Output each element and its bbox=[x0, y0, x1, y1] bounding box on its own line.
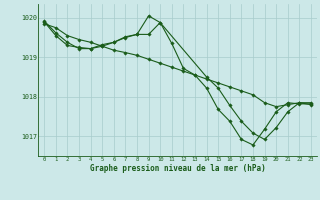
X-axis label: Graphe pression niveau de la mer (hPa): Graphe pression niveau de la mer (hPa) bbox=[90, 164, 266, 173]
